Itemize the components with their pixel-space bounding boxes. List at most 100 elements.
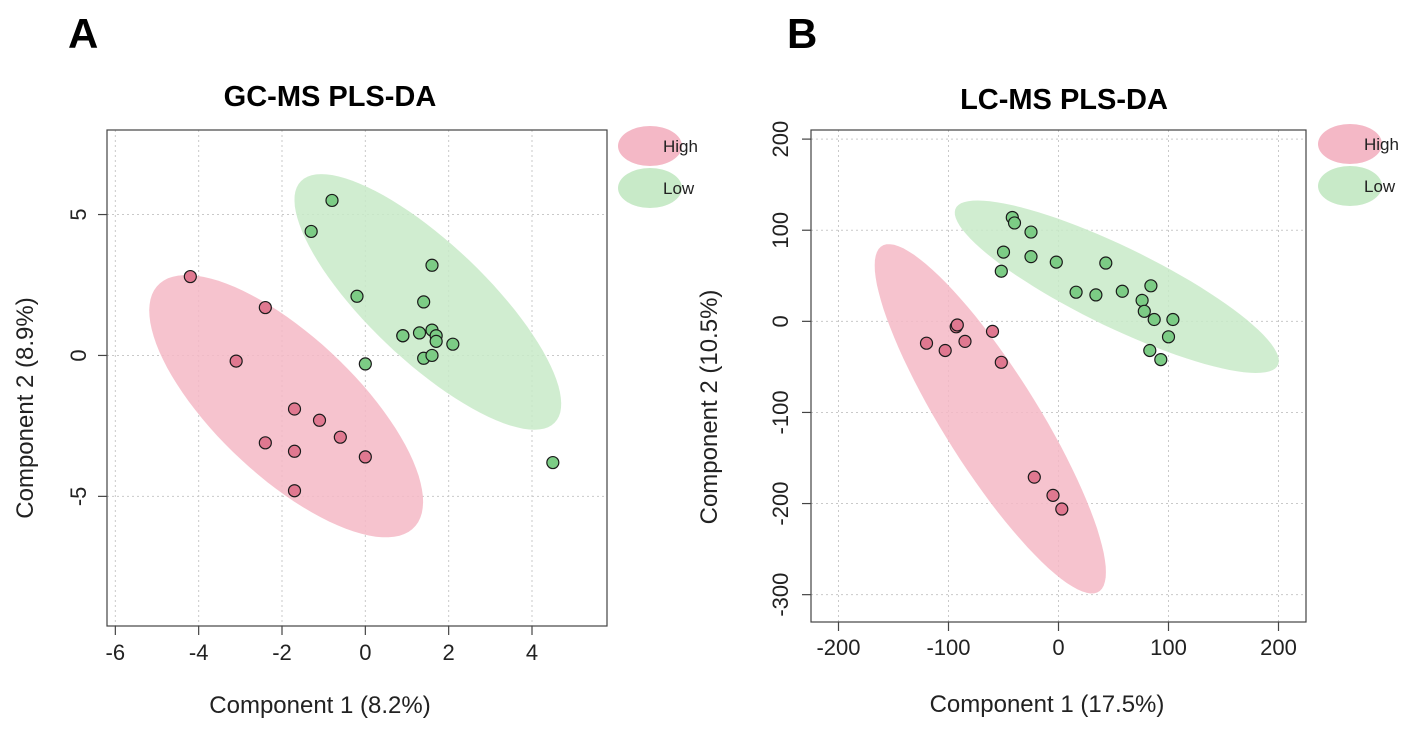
panel-b-high-point (985, 324, 1000, 338)
panel-a-x-tick-label: -2 (272, 640, 292, 665)
panel-a-high-point (258, 300, 272, 315)
panel-a-x-tick-label: 0 (359, 640, 371, 665)
panel-a-x-ticks: -6 -4 -2 0 2 4 (106, 626, 538, 665)
panel-b-low-point (1024, 225, 1038, 239)
panel-b-high-point (1027, 470, 1041, 484)
panel-b-low-point (994, 264, 1008, 278)
panel-b-low-ellipse (954, 200, 1279, 373)
panel-b-x-ticks: -200 -100 0 100 200 (816, 622, 1297, 660)
panel-a-low-point (325, 193, 339, 208)
panel-a-legend: High Low (618, 126, 698, 208)
panel-b-low-point (1147, 312, 1161, 327)
panel-b-legend-high-label: High (1364, 135, 1399, 154)
panel-b-low-point (1154, 353, 1168, 367)
panel-a-low-point (546, 455, 560, 470)
panel-b-low-point (1144, 279, 1158, 293)
panel-b-low-point (1024, 250, 1038, 264)
panel-b-legend-high-swatch (1318, 124, 1382, 164)
panel-a-low-point (304, 224, 318, 239)
panel-a-high-point (312, 413, 327, 427)
panel-a-low-point (412, 326, 427, 340)
panel-b-low-point (1007, 216, 1022, 230)
panel-b-low-point (1099, 256, 1113, 270)
panel-b-low-point (1143, 343, 1157, 358)
panel-b-y-tick-label: 200 (768, 121, 793, 158)
panel-b-x-axis-title: Component 1 (17.5%) (930, 691, 1165, 718)
panel-a-high-point (229, 354, 243, 368)
panel-a-low-point (396, 329, 410, 343)
panel-b-low-point (1069, 285, 1083, 299)
panel-a-high-point (333, 430, 347, 444)
panel-b-y-tick-label: -100 (768, 390, 793, 434)
panel-a-plot-frame (106, 129, 608, 627)
panel-a-x-axis-title: Component 1 (8.2%) (209, 692, 430, 719)
panel-a-high-ellipse (149, 275, 424, 538)
panel-b-x-tick-label: -200 (816, 635, 860, 660)
panel-a-low-point (446, 337, 460, 351)
panel-a-y-tick-label: -5 (66, 487, 91, 507)
panel-b-low-point (1089, 288, 1103, 302)
panel-a-letter: A (68, 10, 98, 57)
panel-b-low-point (1135, 293, 1149, 307)
panel-b-y-tick-label: -200 (768, 482, 793, 526)
panel-b: B LC-MS PLS-DA -200 -100 0 100 200 200 100 0 -1… (696, 10, 1399, 718)
panel-a-legend-low-label: Low (663, 179, 695, 198)
panel-a-high-point (287, 402, 302, 416)
panel-b-legend-low-label: Low (1364, 177, 1396, 196)
panel-b-gridlines (811, 130, 1306, 622)
panel-a: A GC-MS PLS-DA -6 -4 -2 0 2 4 5 0 -5 Component … (12, 10, 698, 719)
panel-b-y-tick-label: 100 (768, 212, 793, 249)
panel-a-low-point (350, 289, 364, 303)
panel-b-high-point (994, 355, 1008, 369)
panel-b-high-point (919, 336, 934, 350)
panel-b-x-tick-label: 200 (1260, 635, 1297, 660)
panel-a-high-point (358, 450, 372, 464)
panel-a-high-point (258, 436, 272, 450)
panel-b-ellipses (874, 200, 1279, 594)
panel-b-y-tick-label: -300 (768, 573, 793, 617)
panel-a-title: GC-MS PLS-DA (224, 81, 437, 113)
panel-a-y-axis-title: Component 2 (8.9%) (12, 297, 39, 518)
panel-a-low-point (417, 295, 431, 309)
panel-a-x-tick-label: -4 (189, 640, 209, 665)
panel-a-x-tick-label: 4 (526, 640, 538, 665)
panel-a-low-point (358, 357, 372, 371)
panel-a-y-tick-label: 5 (66, 208, 91, 220)
panel-b-high-point (1055, 502, 1069, 516)
panel-a-low-point (425, 258, 439, 272)
panel-a-legend-low-swatch (618, 168, 682, 208)
panel-b-x-tick-label: 0 (1052, 635, 1064, 660)
panel-b-low-point (1115, 284, 1129, 298)
panel-a-high-point (287, 484, 302, 498)
panel-b-low-point (1137, 304, 1151, 318)
panel-b-y-tick-label: 0 (768, 315, 793, 327)
panel-a-legend-high-swatch (618, 126, 682, 166)
panel-b-high-point (950, 318, 964, 332)
panel-b-low-point (1161, 330, 1176, 344)
panel-b-y-axis-title: Component 2 (10.5%) (696, 290, 723, 525)
panel-b-high-point (1046, 488, 1060, 502)
panel-b-high-point (958, 334, 972, 348)
panel-a-ellipses (149, 174, 562, 538)
panel-a-high-point (183, 269, 197, 284)
panel-a-y-tick-label: 0 (66, 349, 91, 361)
panel-b-points (919, 210, 1180, 516)
panel-b-low-point (996, 245, 1011, 259)
panel-a-legend-high-label: High (663, 137, 698, 156)
panel-a-points (183, 193, 560, 498)
panel-b-high-ellipse (874, 244, 1106, 594)
panel-b-letter: B (787, 10, 817, 57)
panel-a-x-tick-label: 2 (443, 640, 455, 665)
panel-a-x-tick-label: -6 (106, 640, 126, 665)
panel-b-y-ticks: 200 100 0 -100 -200 -300 (768, 121, 811, 617)
panel-b-legend-low-swatch (1318, 166, 1382, 206)
panel-b-high-point (938, 343, 952, 358)
panel-b-x-tick-label: 100 (1150, 635, 1187, 660)
panel-b-x-tick-label: -100 (926, 635, 970, 660)
panel-b-low-point (1166, 312, 1180, 327)
panel-a-high-point (287, 444, 302, 458)
panel-a-y-ticks: 5 0 -5 (66, 208, 107, 506)
panel-b-legend: High Low (1318, 124, 1399, 206)
panel-b-title: LC-MS PLS-DA (960, 84, 1168, 116)
